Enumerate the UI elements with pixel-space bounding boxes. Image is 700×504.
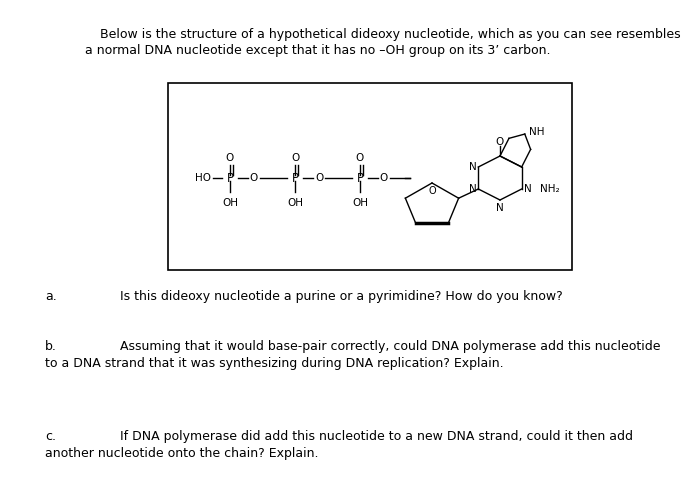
Text: If DNA polymerase did add this nucleotide to a new DNA strand, could it then add: If DNA polymerase did add this nucleotid… — [120, 430, 633, 443]
Text: Is this dideoxy nucleotide a purine or a pyrimidine? How do you know?: Is this dideoxy nucleotide a purine or a… — [120, 290, 563, 303]
Text: a normal DNA nucleotide except that it has no –OH group on its 3’ carbon.: a normal DNA nucleotide except that it h… — [85, 44, 550, 57]
Text: O: O — [428, 186, 436, 196]
Text: OH: OH — [287, 198, 303, 208]
Text: O: O — [226, 153, 234, 163]
Text: Assuming that it would base-pair correctly, could DNA polymerase add this nucleo: Assuming that it would base-pair correct… — [120, 340, 661, 353]
Text: a.: a. — [45, 290, 57, 303]
Text: b.: b. — [45, 340, 57, 353]
Text: O: O — [356, 153, 364, 163]
Text: c.: c. — [45, 430, 56, 443]
Text: N: N — [524, 184, 531, 194]
Text: O: O — [250, 173, 258, 183]
Text: to a DNA strand that it was synthesizing during DNA replication? Explain.: to a DNA strand that it was synthesizing… — [45, 357, 503, 370]
Text: O: O — [315, 173, 323, 183]
Text: OH: OH — [352, 198, 368, 208]
Text: P: P — [227, 171, 234, 184]
Text: N: N — [468, 162, 476, 172]
Text: NH: NH — [528, 127, 545, 137]
Text: HO: HO — [195, 173, 211, 183]
Text: P: P — [356, 171, 363, 184]
Text: P: P — [291, 171, 298, 184]
Text: NH₂: NH₂ — [540, 184, 559, 194]
Text: OH: OH — [222, 198, 238, 208]
Text: O: O — [291, 153, 299, 163]
Text: O: O — [380, 173, 388, 183]
Text: another nucleotide onto the chain? Explain.: another nucleotide onto the chain? Expla… — [45, 447, 318, 460]
Text: N: N — [496, 203, 504, 213]
Text: O: O — [496, 137, 504, 147]
Text: Below is the structure of a hypothetical dideoxy nucleotide, which as you can se: Below is the structure of a hypothetical… — [99, 28, 680, 41]
Bar — [168, 83, 572, 270]
Text: N: N — [468, 184, 476, 194]
